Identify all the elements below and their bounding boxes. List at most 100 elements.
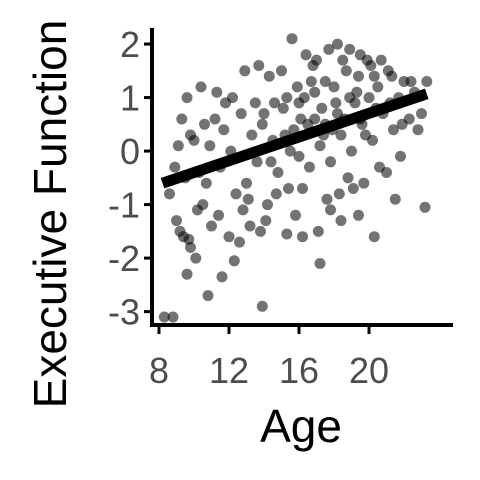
data-point bbox=[300, 49, 312, 61]
y-ticks: -3 -2 -1 0 1 2 bbox=[108, 24, 152, 333]
data-point bbox=[164, 188, 175, 200]
data-point bbox=[199, 118, 210, 130]
data-point bbox=[421, 76, 433, 87]
data-point bbox=[277, 102, 289, 114]
data-point bbox=[312, 225, 324, 237]
data-point bbox=[284, 145, 296, 157]
data-point bbox=[258, 108, 270, 120]
data-point bbox=[368, 70, 380, 82]
data-point bbox=[290, 209, 301, 221]
data-point bbox=[263, 70, 275, 82]
data-point bbox=[305, 76, 317, 87]
data-point bbox=[365, 60, 377, 71]
x-tick-label: 20 bbox=[349, 350, 389, 391]
data-point bbox=[283, 183, 294, 194]
data-point bbox=[253, 60, 265, 71]
data-point bbox=[314, 258, 326, 269]
data-point bbox=[353, 209, 364, 221]
data-point bbox=[319, 76, 331, 87]
data-point bbox=[169, 161, 181, 173]
data-point bbox=[309, 86, 321, 98]
data-point bbox=[269, 97, 280, 109]
data-point bbox=[188, 134, 200, 146]
data-point bbox=[237, 204, 249, 216]
data-point bbox=[286, 33, 298, 45]
data-point bbox=[314, 140, 326, 152]
data-point bbox=[265, 156, 277, 168]
data-point bbox=[242, 193, 254, 205]
data-point bbox=[181, 268, 193, 280]
data-point bbox=[204, 140, 216, 152]
data-point bbox=[216, 271, 228, 283]
data-point bbox=[386, 70, 398, 82]
data-point bbox=[332, 108, 343, 120]
data-point bbox=[293, 150, 305, 162]
data-point bbox=[230, 188, 242, 200]
data-point bbox=[171, 215, 182, 227]
data-point bbox=[335, 215, 347, 227]
data-point bbox=[239, 65, 251, 77]
data-point bbox=[353, 70, 364, 82]
data-point bbox=[396, 118, 408, 130]
data-point bbox=[249, 97, 261, 109]
data-point bbox=[235, 108, 247, 120]
data-point bbox=[325, 156, 336, 168]
data-point bbox=[363, 92, 375, 104]
y-tick-label: -1 bbox=[108, 185, 140, 226]
data-point bbox=[297, 183, 308, 194]
trend-line bbox=[160, 88, 429, 189]
x-ticks: 8 12 16 20 bbox=[149, 325, 389, 391]
data-point bbox=[281, 92, 293, 104]
data-point bbox=[200, 177, 212, 189]
data-point bbox=[395, 150, 406, 162]
data-point bbox=[172, 140, 184, 152]
data-point bbox=[197, 199, 209, 211]
data-point bbox=[241, 177, 252, 189]
y-tick-label: 0 bbox=[120, 131, 140, 172]
data-point bbox=[335, 129, 347, 141]
data-point bbox=[202, 290, 214, 302]
data-point bbox=[381, 167, 392, 178]
data-point bbox=[358, 177, 370, 189]
data-point bbox=[344, 92, 356, 104]
data-point bbox=[270, 188, 282, 200]
data-point bbox=[255, 225, 266, 237]
data-point bbox=[256, 118, 268, 130]
x-tick-label: 16 bbox=[279, 350, 319, 391]
data-point bbox=[281, 228, 293, 240]
data-point bbox=[158, 311, 170, 323]
data-point bbox=[354, 49, 366, 61]
data-point bbox=[190, 252, 202, 264]
data-point bbox=[405, 76, 417, 87]
points-layer bbox=[158, 33, 433, 323]
data-point bbox=[223, 231, 235, 243]
data-point bbox=[347, 183, 359, 194]
data-point bbox=[272, 167, 284, 178]
data-point bbox=[323, 43, 335, 55]
data-point bbox=[344, 43, 356, 55]
data-point bbox=[167, 311, 179, 323]
data-point bbox=[211, 86, 223, 98]
data-point bbox=[293, 97, 305, 109]
data-point bbox=[206, 220, 217, 232]
y-tick-label: -2 bbox=[108, 238, 140, 279]
data-point bbox=[389, 193, 401, 205]
data-point bbox=[337, 54, 349, 66]
data-point bbox=[346, 145, 357, 157]
data-point bbox=[340, 65, 352, 77]
data-point bbox=[251, 156, 263, 168]
data-point bbox=[307, 60, 319, 71]
data-point bbox=[328, 81, 340, 93]
x-tick-label: 12 bbox=[209, 350, 249, 391]
data-point bbox=[260, 215, 272, 227]
data-point bbox=[291, 81, 303, 93]
y-tick-label: 2 bbox=[120, 24, 140, 65]
data-point bbox=[244, 220, 256, 232]
x-tick-label: 8 bbox=[149, 350, 169, 391]
data-point bbox=[183, 233, 195, 245]
data-point bbox=[332, 38, 343, 50]
data-point bbox=[234, 236, 245, 248]
data-point bbox=[375, 54, 387, 66]
data-point bbox=[297, 231, 308, 243]
y-tick-label: -3 bbox=[108, 292, 140, 333]
